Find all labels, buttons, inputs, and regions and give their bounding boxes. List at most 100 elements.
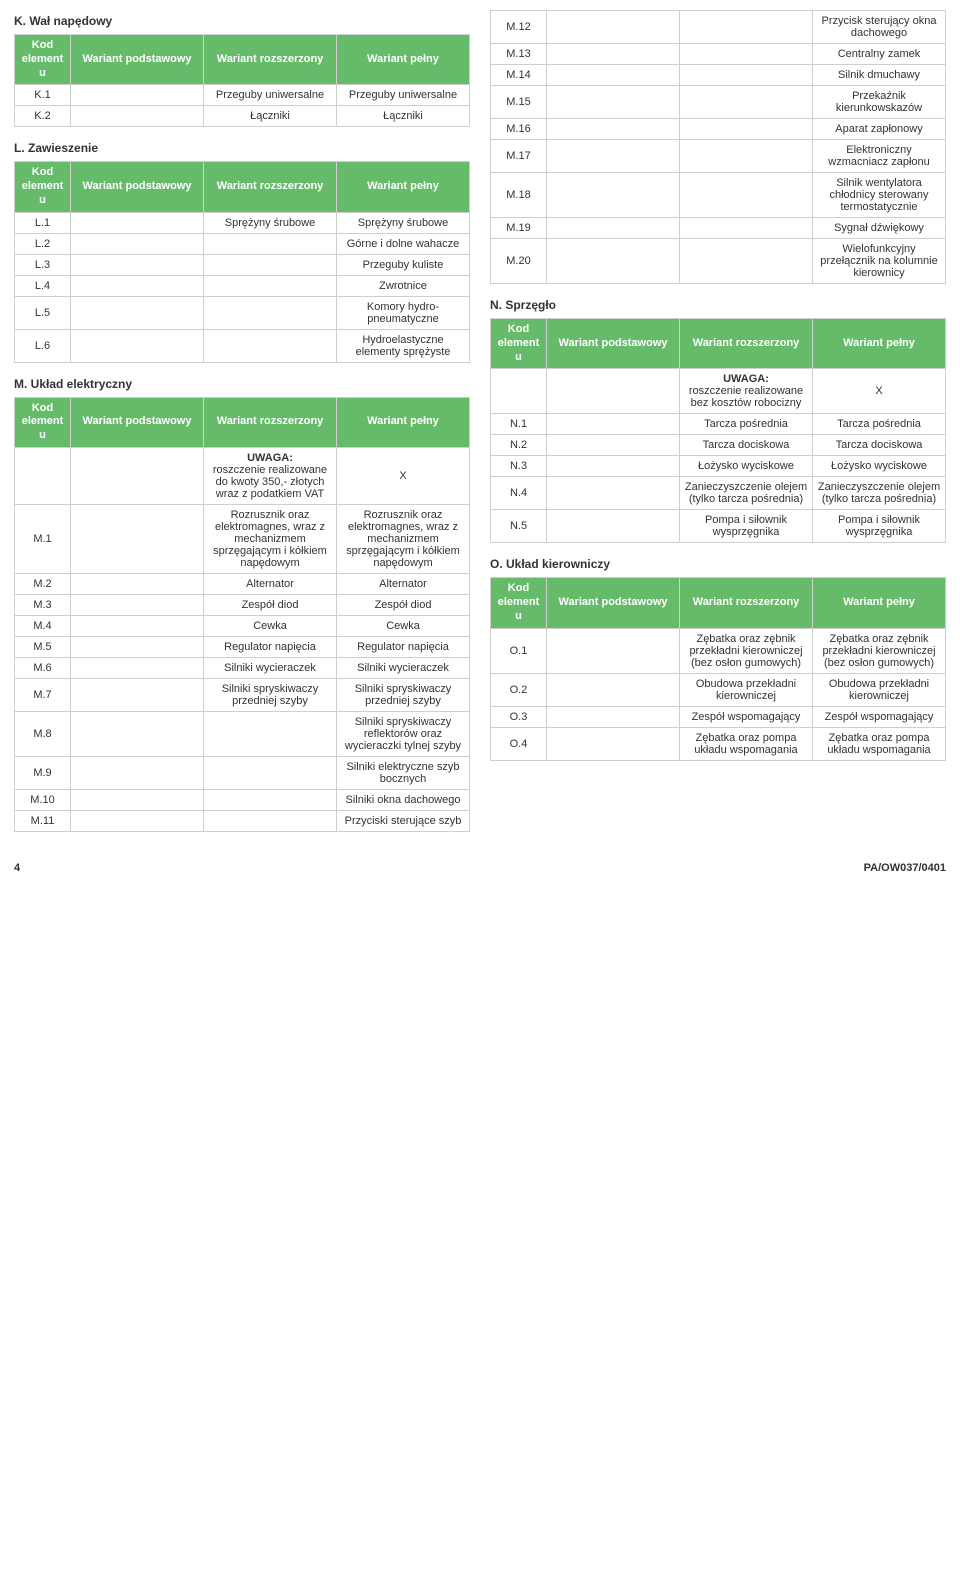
table-row: L.1Sprężyny śruboweSprężyny śrubowe [15,212,470,233]
cell-podst [71,615,204,636]
cell-podst [547,706,680,727]
cell-kod: M.19 [491,218,547,239]
th-podst: Wariant podstawowy [71,397,204,447]
cell-pelny: Przeguby uniwersalne [337,85,470,106]
cell-pelny: Zębatka oraz pompa układu wspomagania [813,727,946,760]
cell-pelny: Obudowa przekładni kierowniczej [813,673,946,706]
cell-rozsz: Silniki wycieraczek [204,657,337,678]
cell-podst [71,810,204,831]
cell-kod: N.3 [491,456,547,477]
cell-pelny: Komory hydro-pneumatyczne [337,296,470,329]
table-k: Kod elementu Wariant podstawowy Wariant … [14,34,470,127]
cell-rozsz [204,756,337,789]
cell-podst [71,594,204,615]
cell-kod: O.3 [491,706,547,727]
cell-rozsz: Łożysko wyciskowe [680,456,813,477]
cell-pelny: Rozrusznik oraz elektromagnes, wraz z me… [337,504,470,573]
cell-rozsz: UWAGA:roszczenie realizowane bez kosztów… [680,369,813,414]
cell-podst [547,218,680,239]
cell-podst [71,275,204,296]
cell-pelny: Zanieczyszczenie olejem (tylko tarcza po… [813,477,946,510]
cell-kod: M.14 [491,65,547,86]
cell-pelny: Zespół diod [337,594,470,615]
table-m: Kod elementu Wariant podstawowy Wariant … [14,397,470,832]
doc-ref: PA/OW037/0401 [864,862,946,874]
cell-rozsz: Zębatka oraz zębnik przekładni kierownic… [680,628,813,673]
cell-kod: K.1 [15,85,71,106]
th-podst: Wariant podstawowy [547,319,680,369]
table-row: M.9Silniki elektryczne szyb bocznych [15,756,470,789]
cell-rozsz [680,218,813,239]
cell-rozsz: Rozrusznik oraz elektromagnes, wraz z me… [204,504,337,573]
cell-pelny: Łączniki [337,106,470,127]
table-row: O.1 Zębatka oraz zębnik przekładni kierow… [491,628,946,673]
th-kod: Kod elementu [491,319,547,369]
table-row: M.19Sygnał dźwiękowy [491,218,946,239]
table-row: M.13 Centralny zamek [491,44,946,65]
th-rozsz: Wariant rozszerzony [204,162,337,212]
cell-rozsz: Cewka [204,615,337,636]
section-title-k: K. Wał napędowy [14,14,470,28]
cell-pelny: Silnik dmuchawy [813,65,946,86]
section-title-n: N. Sprzęgło [490,298,946,312]
table-o: Kod elementu Wariant podstawowy Wariant … [490,577,946,760]
table-row: M.6Silniki wycieraczekSilniki wycieracze… [15,657,470,678]
cell-kod: M.15 [491,86,547,119]
cell-rozsz [680,65,813,86]
cell-pelny: Tarcza dociskowa [813,435,946,456]
cell-podst [547,673,680,706]
cell-kod [15,447,71,504]
table-row: L.6Hydroelastyczne elementy sprężyste [15,329,470,362]
cell-podst [547,510,680,543]
cell-kod: M.11 [15,810,71,831]
cell-podst [71,233,204,254]
cell-podst [71,678,204,711]
table-row: N.2Tarcza dociskowaTarcza dociskowa [491,435,946,456]
cell-rozsz: Sprężyny śrubowe [204,212,337,233]
cell-podst [71,254,204,275]
cell-rozsz [204,789,337,810]
cell-rozsz: Silniki spryskiwaczy przedniej szyby [204,678,337,711]
cell-pelny: Przekaźnik kierunkowskazów [813,86,946,119]
cell-pelny: Silniki wycieraczek [337,657,470,678]
cell-rozsz [204,296,337,329]
cell-rozsz [680,140,813,173]
th-kod: Kod elementu [15,35,71,85]
cell-podst [547,65,680,86]
th-pelny: Wariant pełny [813,319,946,369]
cell-kod: M.16 [491,119,547,140]
cell-rozsz [204,233,337,254]
cell-kod: M.9 [15,756,71,789]
cell-podst [547,119,680,140]
cell-kod: L.6 [15,329,71,362]
table-row: N.5Pompa i siłownik wysprzęgnikaPompa i … [491,510,946,543]
cell-pelny: Łożysko wyciskowe [813,456,946,477]
cell-pelny: Elektroniczny wzmacniacz zapłonu [813,140,946,173]
table-row: M.12Przycisk sterujący okna dachowego [491,11,946,44]
cell-pelny: Przycisk sterujący okna dachowego [813,11,946,44]
cell-podst [547,435,680,456]
cell-pelny: Pompa i siłownik wysprzęgnika [813,510,946,543]
cell-podst [547,44,680,65]
cell-pelny: Centralny zamek [813,44,946,65]
cell-kod: O.1 [491,628,547,673]
cell-podst [547,140,680,173]
th-rozsz: Wariant rozszerzony [680,319,813,369]
cell-podst [71,85,204,106]
table-row: M.10Silniki okna dachowego [15,789,470,810]
cell-rozsz [204,275,337,296]
table-row: K.2ŁącznikiŁączniki [15,106,470,127]
cell-kod: M.13 [491,44,547,65]
cell-pelny: Wielofunkcyjny przełącznik na kolumnie k… [813,239,946,284]
cell-rozsz [204,711,337,756]
cell-kod: L.3 [15,254,71,275]
table-row: M.14 Silnik dmuchawy [491,65,946,86]
section-title-l: L. Zawieszenie [14,141,470,155]
th-rozsz: Wariant rozszerzony [680,578,813,628]
table-row: O.3Zespół wspomagającyZespół wspomagając… [491,706,946,727]
table-row: M.17Elektroniczny wzmacniacz zapłonu [491,140,946,173]
cell-pelny: Przeguby kuliste [337,254,470,275]
cell-kod: L.2 [15,233,71,254]
table-row: N.4Zanieczyszczenie olejem (tylko tarcza… [491,477,946,510]
th-pelny: Wariant pełny [337,162,470,212]
